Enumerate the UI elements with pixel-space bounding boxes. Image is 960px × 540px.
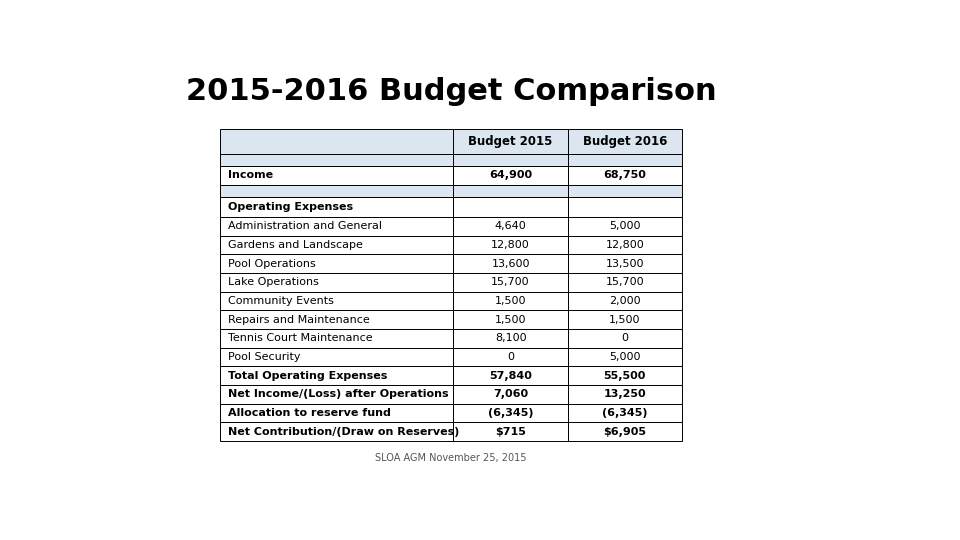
Text: Pool Security: Pool Security — [228, 352, 300, 362]
Bar — [453, 367, 567, 385]
Text: Community Events: Community Events — [228, 296, 334, 306]
Text: 1,500: 1,500 — [609, 315, 640, 325]
Bar — [567, 129, 682, 153]
Text: 8,100: 8,100 — [494, 333, 526, 343]
Text: 13,500: 13,500 — [606, 259, 644, 269]
Text: Operating Expenses: Operating Expenses — [228, 202, 353, 212]
Bar — [567, 166, 682, 185]
Bar — [221, 198, 453, 217]
Bar — [221, 422, 453, 441]
Text: Allocation to reserve fund: Allocation to reserve fund — [228, 408, 391, 418]
Text: Gardens and Landscape: Gardens and Landscape — [228, 240, 363, 250]
Text: 12,800: 12,800 — [492, 240, 530, 250]
Bar — [567, 217, 682, 235]
Text: $715: $715 — [495, 427, 526, 437]
Text: 1,500: 1,500 — [494, 296, 526, 306]
Text: 12,800: 12,800 — [606, 240, 644, 250]
Bar — [453, 254, 567, 273]
Text: SLOA AGM November 25, 2015: SLOA AGM November 25, 2015 — [375, 453, 527, 463]
Text: 5,000: 5,000 — [609, 352, 640, 362]
Text: Total Operating Expenses: Total Operating Expenses — [228, 371, 387, 381]
Bar — [453, 153, 567, 166]
Bar — [567, 235, 682, 254]
Text: 55,500: 55,500 — [604, 371, 646, 381]
Bar — [453, 292, 567, 310]
Bar — [453, 129, 567, 153]
Bar — [567, 185, 682, 198]
Text: 68,750: 68,750 — [603, 171, 646, 180]
Bar — [221, 217, 453, 235]
Text: 13,600: 13,600 — [492, 259, 530, 269]
Bar — [567, 422, 682, 441]
Text: 15,700: 15,700 — [492, 278, 530, 287]
Bar — [453, 185, 567, 198]
Text: 4,640: 4,640 — [494, 221, 526, 231]
Bar — [221, 292, 453, 310]
Bar — [567, 292, 682, 310]
Text: 0: 0 — [621, 333, 628, 343]
Text: 64,900: 64,900 — [489, 171, 532, 180]
Bar — [567, 367, 682, 385]
Bar — [453, 235, 567, 254]
Bar — [453, 217, 567, 235]
Bar — [221, 185, 453, 198]
Text: 0: 0 — [507, 352, 515, 362]
Bar — [221, 385, 453, 404]
Text: 2015-2016 Budget Comparison: 2015-2016 Budget Comparison — [186, 77, 716, 106]
Bar — [453, 329, 567, 348]
Text: Repairs and Maintenance: Repairs and Maintenance — [228, 315, 370, 325]
Text: 1,500: 1,500 — [494, 315, 526, 325]
Bar — [453, 422, 567, 441]
Text: Tennis Court Maintenance: Tennis Court Maintenance — [228, 333, 372, 343]
Bar — [221, 367, 453, 385]
Text: 2,000: 2,000 — [609, 296, 640, 306]
Text: Pool Operations: Pool Operations — [228, 259, 316, 269]
Bar — [453, 310, 567, 329]
Text: Income: Income — [228, 171, 273, 180]
Text: $6,905: $6,905 — [603, 427, 646, 437]
Bar — [453, 404, 567, 422]
Bar — [453, 198, 567, 217]
Text: Lake Operations: Lake Operations — [228, 278, 319, 287]
Bar — [567, 310, 682, 329]
Bar — [221, 273, 453, 292]
Text: 57,840: 57,840 — [490, 371, 532, 381]
Bar — [221, 153, 453, 166]
Text: 7,060: 7,060 — [493, 389, 528, 400]
Bar — [567, 254, 682, 273]
Bar — [567, 273, 682, 292]
Bar — [221, 348, 453, 367]
Text: (6,345): (6,345) — [602, 408, 647, 418]
Bar — [567, 385, 682, 404]
Bar — [221, 129, 453, 153]
Bar — [567, 198, 682, 217]
Bar — [221, 254, 453, 273]
Text: Administration and General: Administration and General — [228, 221, 382, 231]
Text: Net Income/(Loss) after Operations: Net Income/(Loss) after Operations — [228, 389, 448, 400]
Bar — [567, 348, 682, 367]
Text: (6,345): (6,345) — [488, 408, 534, 418]
Text: Budget 2015: Budget 2015 — [468, 135, 553, 148]
Bar — [221, 329, 453, 348]
Bar — [567, 153, 682, 166]
Text: 13,250: 13,250 — [604, 389, 646, 400]
Bar — [567, 329, 682, 348]
Bar — [221, 404, 453, 422]
Text: Budget 2016: Budget 2016 — [583, 135, 667, 148]
Bar — [453, 385, 567, 404]
Bar — [453, 348, 567, 367]
Text: 15,700: 15,700 — [606, 278, 644, 287]
Bar — [567, 404, 682, 422]
Bar — [453, 166, 567, 185]
Bar — [221, 166, 453, 185]
Bar — [453, 273, 567, 292]
Text: Net Contribution/(Draw on Reserves): Net Contribution/(Draw on Reserves) — [228, 427, 459, 437]
Text: 5,000: 5,000 — [609, 221, 640, 231]
Bar — [221, 310, 453, 329]
Bar — [221, 235, 453, 254]
